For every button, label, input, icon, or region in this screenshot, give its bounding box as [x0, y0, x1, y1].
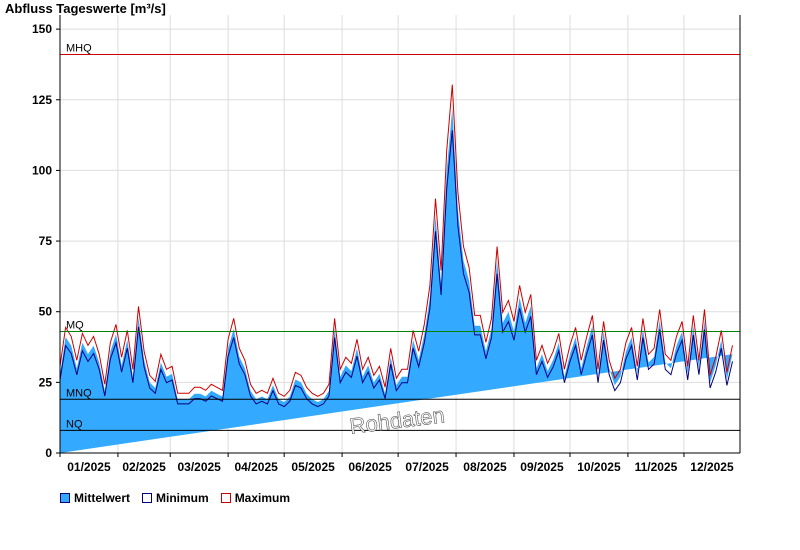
ref-label-mq: MQ [66, 319, 84, 331]
axes: 0 25 50 75 100 125 150 01/2025 02/2025 03/2025 04/… [32, 15, 741, 474]
series-minimum-line [59, 130, 733, 408]
x-tick-label: 12/2025 [690, 460, 734, 474]
x-tick-label: 07/2025 [405, 460, 449, 474]
ref-label-mnq: MNQ [66, 387, 92, 399]
y-tick-label: 150 [32, 22, 52, 36]
x-tick-label: 10/2025 [577, 460, 621, 474]
legend-label-maximum: Maximum [234, 491, 291, 505]
legend: Mittelwert Minimum Maximum [60, 491, 290, 505]
x-tick-label: 03/2025 [177, 460, 221, 474]
x-tick-label: 06/2025 [348, 460, 392, 474]
x-tick-label: 08/2025 [463, 460, 507, 474]
reference-lines: MHQ MQ MNQ NQ [60, 43, 740, 431]
series-area [59, 84, 733, 454]
legend-label-mean: Mittelwert [74, 491, 131, 505]
x-tick-label: 09/2025 [520, 460, 564, 474]
y-tick-label: 0 [45, 446, 52, 460]
series-mean-area [60, 108, 733, 454]
y-tick-label: 25 [39, 375, 53, 389]
legend-label-minimum: Minimum [156, 491, 209, 505]
ref-label-mhq: MHQ [66, 43, 92, 55]
x-tick-label: 02/2025 [122, 460, 166, 474]
y-tick-label: 50 [39, 305, 53, 319]
legend-swatch-mean [60, 493, 70, 503]
x-tick-label: 01/2025 [67, 460, 111, 474]
legend-item-minimum: Minimum [142, 491, 209, 505]
chart-title: Abfluss Tageswerte [m³/s] [5, 1, 166, 16]
y-tick-label: 125 [32, 93, 52, 107]
legend-swatch-minimum [142, 493, 153, 503]
ref-label-nq: NQ [66, 418, 83, 430]
legend-item-mean: Mittelwert [60, 491, 130, 505]
x-tick-label: 05/2025 [291, 460, 335, 474]
x-tick-label: 04/2025 [234, 460, 278, 474]
y-tick-label: 100 [32, 163, 52, 177]
series-maximum-line [59, 84, 733, 397]
legend-item-maximum: Maximum [220, 491, 291, 505]
legend-swatch-maximum [220, 493, 231, 503]
y-tick-label: 75 [39, 234, 53, 248]
x-tick-label: 11/2025 [635, 460, 678, 474]
